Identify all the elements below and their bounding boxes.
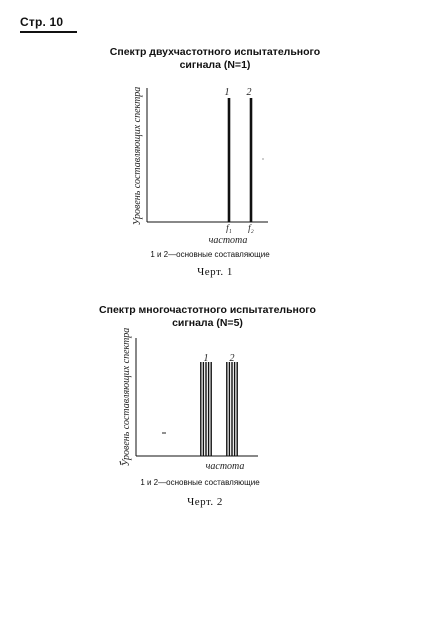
figure-1-series-1-label: 1 [225,87,230,98]
header-rule [20,31,77,33]
figure-1-tick-f1: f₁ [226,223,232,233]
figure-1-tick-f2: f₂ [248,223,254,233]
figure-1-y-axis-label: Уровень составляющих спектра [132,87,143,226]
figure-2-bars [200,362,238,456]
figure-2-stray-tick [119,460,122,466]
figure-1-speck [262,158,264,160]
figure-2-series-1-label: 1 [204,353,209,364]
figure-1-title: Спектр двухчастотного испытательного сиг… [105,46,325,72]
figure-1-bars [227,98,253,222]
figure-2-title: Спектр многочастотного испытательного си… [95,304,320,330]
figure-2-series-2-label: 2 [230,353,235,364]
figure-1-x-axis-label: частота [209,235,248,246]
figure-1-label: Черт. 1 [197,266,233,278]
figure-1-series-2-label: 2 [247,87,252,98]
figure-1-caption: 1 и 2—основные составляющие [150,250,270,259]
figure-1-title-line-1: Спектр двухчастотного испытательного [109,46,321,58]
figure-2-title-line-2: сигнала (N=5) [172,317,243,329]
figure-2-label: Черт. 2 [187,496,223,508]
page-header: Стр. 10 [20,15,64,29]
figure-2-caption: 1 и 2—основные составляющие [140,478,260,487]
figure-2-y-axis-label: Уровень составляющих спектра [121,328,132,467]
figure-2-title-line-1: Спектр многочастотного испытательного [99,304,316,316]
figure-2-x-axis-label: частота [206,461,245,472]
figure-1-title-line-2: сигнала (N=1) [179,59,251,71]
